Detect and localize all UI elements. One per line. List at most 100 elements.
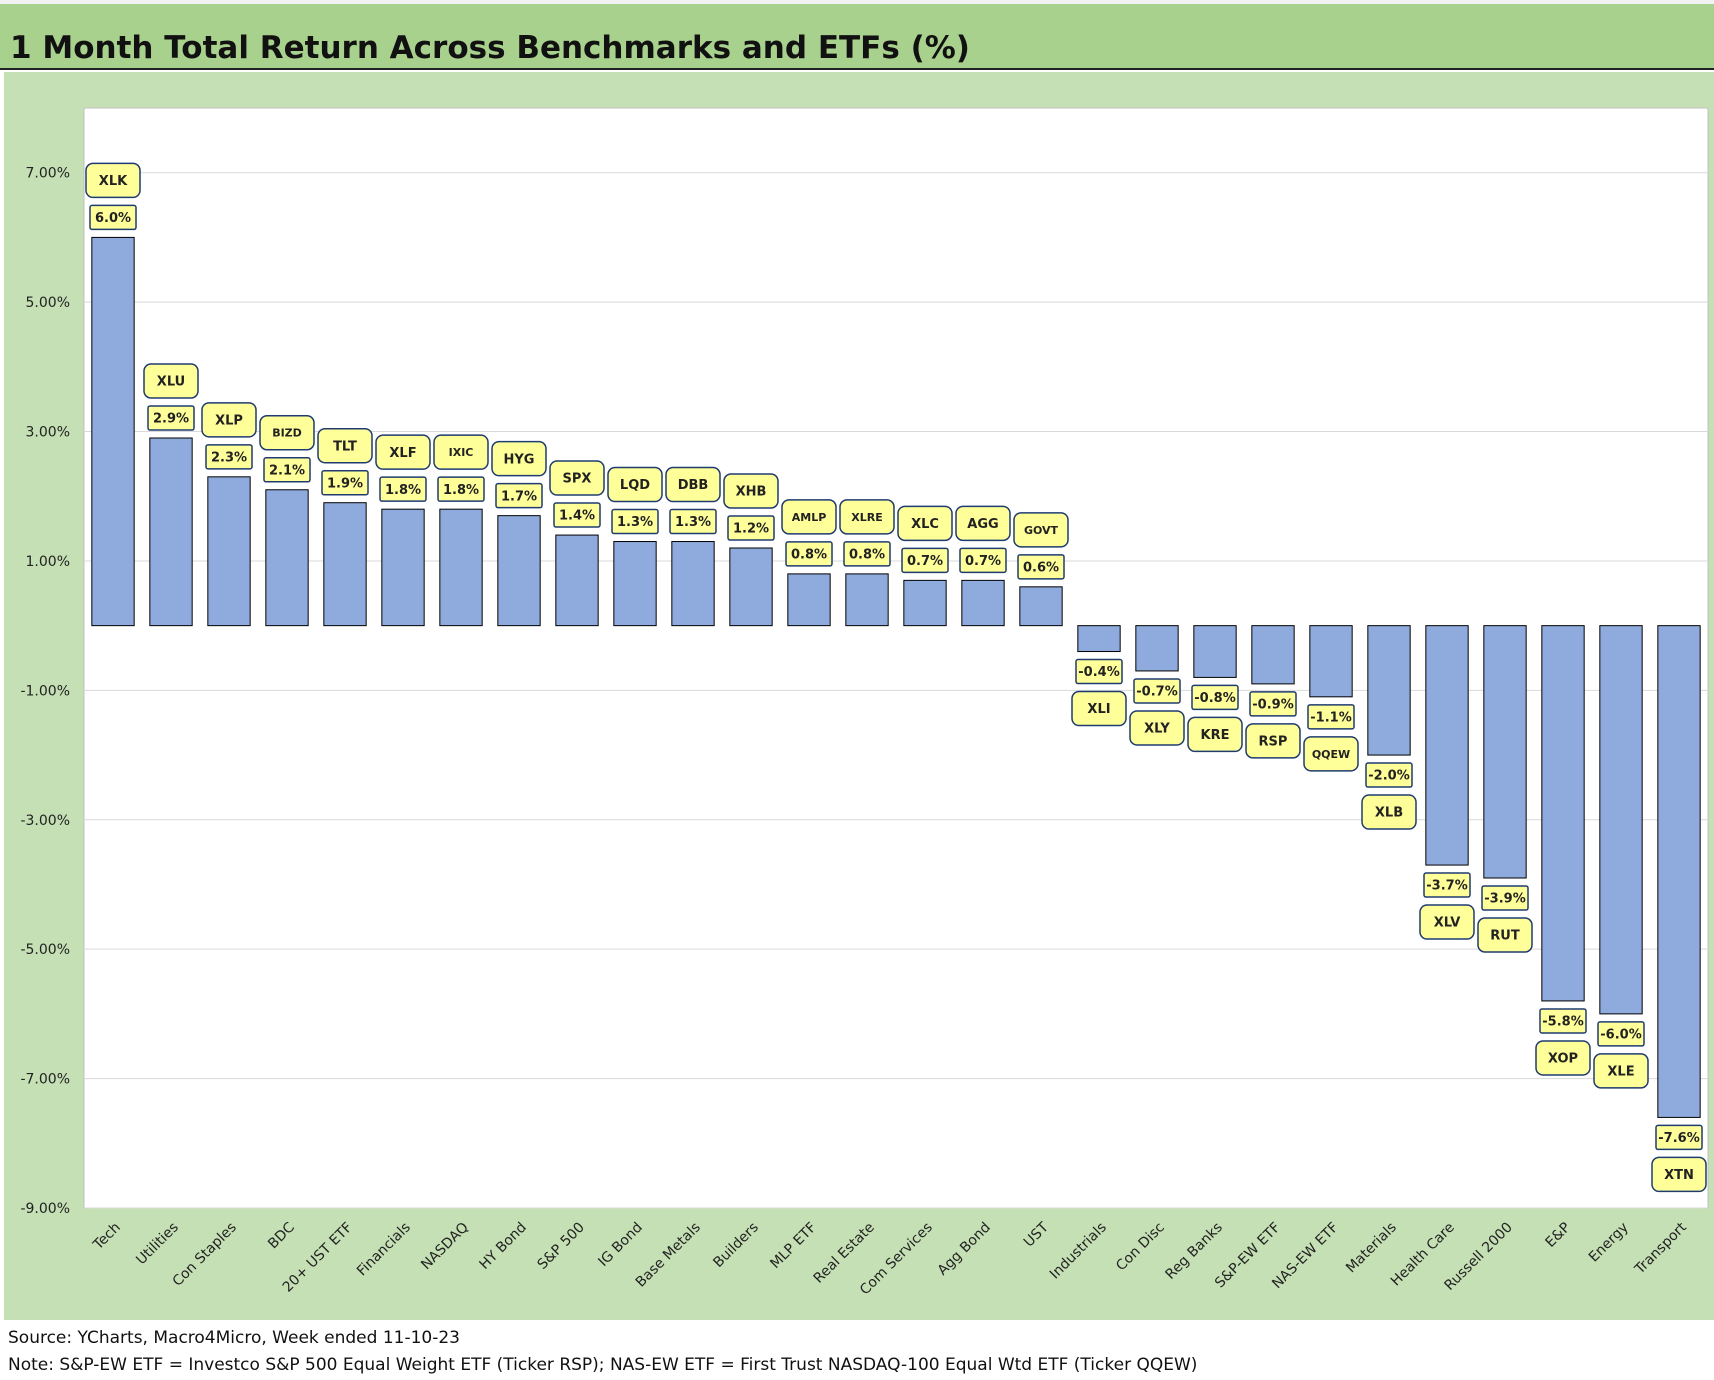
ticker-label-text: XLC [911,517,939,532]
data-label-box [843,541,891,567]
ticker-label-text: AMLP [792,511,827,524]
data-label-text: -0.8% [1194,691,1235,706]
data-label: 2.1% [263,457,311,483]
x-tick-label: E&P [1543,1220,1574,1251]
data-label: -0.8% [1191,684,1239,711]
ticker-label-box [85,162,141,199]
bar [729,547,773,627]
x-tick-label: NASDAQ [418,1220,472,1274]
y-tick-label: 3.00% [26,425,70,441]
x-tick-label: S&P 500 [534,1220,587,1273]
ticker-label-text: DBB [678,478,709,493]
ticker-label-box [549,460,605,496]
ticker-label: XLP [201,402,257,438]
ticker-label-text: QQEW [1312,748,1350,761]
x-tick-label: Tech [90,1220,124,1254]
ticker-label: XLV [1419,904,1475,940]
data-label-box [379,476,427,502]
data-label: 0.8% [785,541,833,567]
ticker-label-box [723,473,779,509]
bar [1135,625,1179,672]
ticker-label: RSP [1245,723,1301,759]
data-label: 1.2% [727,515,775,541]
data-label-box [1655,1124,1703,1151]
data-label: -3.9% [1481,885,1529,911]
data-label-text: -6.0% [1600,1028,1641,1043]
x-tick-label: MLP ETF [767,1220,819,1272]
bar [903,579,947,627]
ticker-label-box [491,440,547,477]
ticker-label-text: XTN [1664,1168,1694,1183]
data-label: -6.0% [1597,1021,1645,1047]
ticker-label-box [317,427,373,464]
ticker-label-text: TLT [333,439,357,454]
bar [1309,625,1353,698]
data-label-box [785,541,833,567]
y-tick-label: -1.00% [20,683,70,699]
ticker-label-box [143,363,199,399]
x-tick-label: BDC [265,1219,298,1252]
ticker-label-text: HYG [504,452,535,467]
bar [1193,625,1237,678]
data-label-box [147,405,195,431]
source-note: Source: YCharts, Macro4Micro, Week ended… [8,1328,461,1348]
bar [91,236,135,627]
bar [207,476,251,627]
data-label-box [1365,762,1413,788]
data-label-text: -1.1% [1310,711,1351,726]
ticker-label-text: BIZD [272,427,302,440]
bar [555,534,599,627]
ticker-label: XLC [897,505,953,542]
ticker-label-box [955,505,1011,542]
data-label-box [205,444,253,470]
data-label-text: 1.8% [443,483,479,498]
ticker-label-box [375,434,431,470]
data-label: 1.9% [321,469,369,496]
data-label-box [1249,691,1297,717]
data-label-box [959,547,1007,574]
ticker-label-box [839,499,895,535]
data-label-text: 0.6% [1023,561,1059,576]
data-label-text: 6.0% [95,211,131,226]
ticker-label-text: IXIC [449,446,474,459]
x-tick-label: Utilities [133,1220,182,1269]
ticker-label: XLF [375,434,431,470]
ticker-label: XLY [1129,710,1185,746]
ticker-label-text: XOP [1548,1052,1578,1067]
y-tick-label: -5.00% [20,942,70,958]
x-tick-label: Reg Banks [1163,1220,1226,1283]
data-label: 1.3% [611,508,659,535]
ticker-label-text: XLRE [851,511,882,524]
ticker-label: AGG [955,505,1011,542]
bar [1019,586,1063,627]
data-label: -0.9% [1249,691,1297,717]
ticker-label-box [1477,917,1533,953]
ticker-label-text: XLP [215,414,243,429]
ticker-label-text: XLB [1375,806,1403,821]
ticker-label-box [1071,690,1127,727]
bar-chart[interactable]: 7.00% 5.00% 3.00% 1.00% -1.00% -3.00% -5.00% -7… [4,72,1714,1320]
data-label-text: 2.1% [269,463,305,478]
data-label: -0.4% [1075,658,1123,685]
chart-area[interactable]: 7.00% 5.00% 3.00% 1.00% -1.00% -3.00% -5.00% -7… [4,72,1714,1320]
data-label-box [669,508,717,535]
bar [1541,625,1585,1002]
x-tick-label: Industrials [1047,1220,1110,1283]
ticker-label: XLI [1071,690,1127,727]
y-tick-label: 5.00% [26,295,70,311]
bar [1483,625,1527,879]
ticker-label-text: XLU [157,375,185,390]
data-label: 2.3% [205,444,253,470]
bar [149,437,193,627]
ticker-label-box [665,466,721,503]
data-label: -2.0% [1365,762,1413,788]
ticker-label-text: LQD [620,478,650,493]
footnote: Note: S&P-EW ETF = Investco S&P 500 Equa… [8,1355,1198,1375]
ticker-label: XLB [1361,794,1417,830]
ticker-label-box [1187,716,1243,753]
data-label-text: 2.3% [211,451,247,466]
data-label: 0.8% [843,541,891,567]
ticker-label: IXIC [433,434,489,470]
ticker-label-box [1593,1053,1649,1089]
data-label-box [611,508,659,535]
